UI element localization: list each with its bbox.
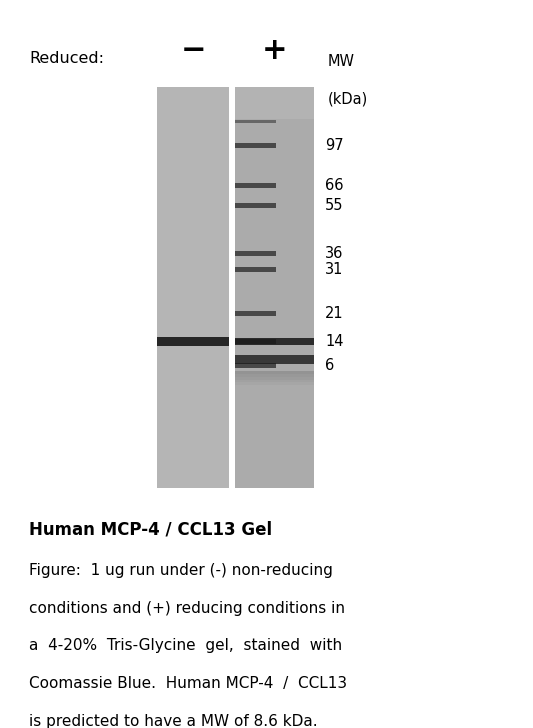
Bar: [235, 371, 314, 374]
Bar: [235, 339, 276, 344]
Bar: [235, 312, 276, 316]
Text: 55: 55: [325, 198, 344, 213]
Bar: [235, 338, 314, 345]
Text: Coomassie Blue.  Human MCP-4  /  CCL13: Coomassie Blue. Human MCP-4 / CCL13: [29, 676, 348, 692]
Text: MW: MW: [328, 54, 355, 69]
Text: −: −: [181, 36, 206, 66]
Bar: [235, 87, 314, 119]
Text: is predicted to have a MW of 8.6 kDa.: is predicted to have a MW of 8.6 kDa.: [29, 714, 318, 728]
Text: Human MCP-4 / CCL13 Gel: Human MCP-4 / CCL13 Gel: [29, 521, 272, 539]
Text: conditions and (+) reducing conditions in: conditions and (+) reducing conditions i…: [29, 601, 345, 616]
Bar: [235, 203, 276, 207]
Text: 14: 14: [325, 334, 344, 349]
Text: Figure:  1 ug run under (-) non-reducing: Figure: 1 ug run under (-) non-reducing: [29, 563, 333, 578]
Bar: [157, 337, 229, 347]
Bar: [235, 87, 314, 488]
Bar: [235, 374, 314, 377]
Text: 6: 6: [325, 358, 334, 373]
Bar: [157, 87, 229, 488]
Bar: [235, 267, 276, 272]
Text: 36: 36: [325, 246, 343, 261]
Bar: [235, 380, 314, 382]
Text: a  4-20%  Tris-Glycine  gel,  stained  with: a 4-20% Tris-Glycine gel, stained with: [29, 638, 342, 654]
Bar: [235, 382, 314, 385]
Text: Reduced:: Reduced:: [29, 51, 104, 66]
Bar: [235, 119, 276, 123]
Bar: [235, 363, 276, 368]
Text: (kDa): (kDa): [328, 91, 368, 106]
Bar: [235, 251, 276, 256]
Bar: [235, 355, 314, 364]
Bar: [235, 143, 276, 148]
Text: 66: 66: [325, 178, 344, 193]
Bar: [235, 377, 314, 380]
Text: 21: 21: [325, 306, 344, 321]
Text: +: +: [262, 36, 287, 66]
Bar: [235, 183, 276, 188]
Text: 97: 97: [325, 138, 344, 153]
Text: 31: 31: [325, 262, 343, 277]
